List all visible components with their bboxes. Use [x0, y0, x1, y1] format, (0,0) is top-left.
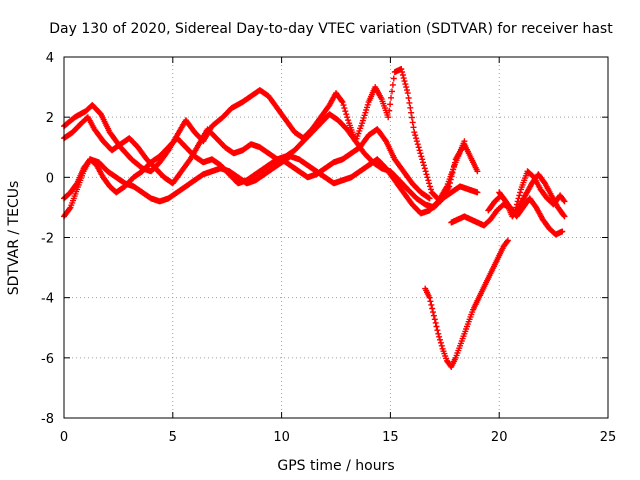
series-markers — [422, 237, 511, 370]
series-track-e — [422, 237, 511, 370]
data-points — [61, 66, 568, 370]
series-markers — [496, 171, 568, 220]
x-tick-label: 5 — [169, 430, 177, 445]
x-axis-label: GPS time / hours — [277, 458, 394, 474]
y-tick-label: 0 — [46, 171, 54, 186]
y-tick-label: -6 — [41, 352, 54, 367]
y-tick-label: -4 — [41, 292, 54, 307]
y-tick-label: 2 — [46, 111, 54, 126]
axis-ticks: 0 5 10 15 20 25 -8 -6 -4 -2 0 2 4 — [41, 51, 616, 445]
series-track-h — [496, 171, 568, 220]
chart-title: Day 130 of 2020, Sidereal Day-to-day VTE… — [49, 21, 613, 37]
x-tick-label: 25 — [600, 430, 617, 445]
x-tick-label: 15 — [382, 430, 399, 445]
grid-lines — [64, 57, 608, 418]
x-tick-label: 10 — [273, 430, 290, 445]
y-tick-label: -2 — [41, 232, 54, 247]
x-tick-label: 0 — [60, 430, 68, 445]
x-tick-label: 20 — [491, 430, 508, 445]
y-tick-label: 4 — [46, 51, 54, 66]
y-tick-label: -8 — [41, 412, 54, 427]
y-axis-label: SDTVAR / TECUs — [6, 181, 22, 296]
